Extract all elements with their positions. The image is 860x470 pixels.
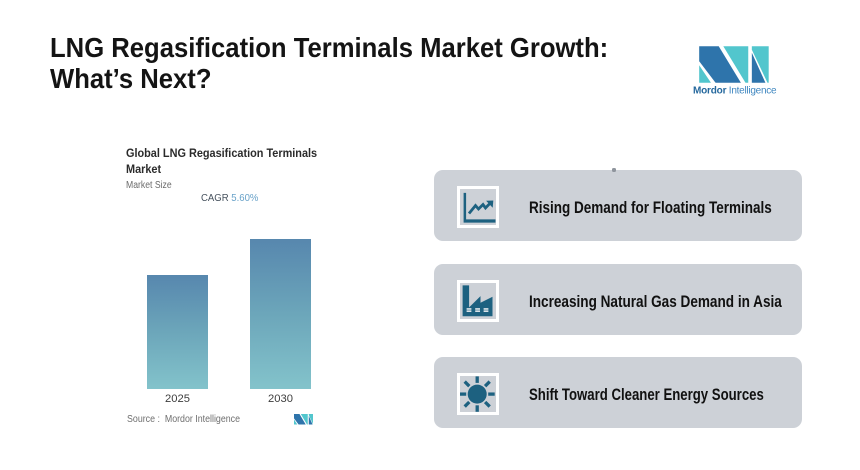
svg-text:Intelligence: Intelligence [729, 85, 777, 96]
svg-text:Mordor: Mordor [693, 85, 727, 96]
